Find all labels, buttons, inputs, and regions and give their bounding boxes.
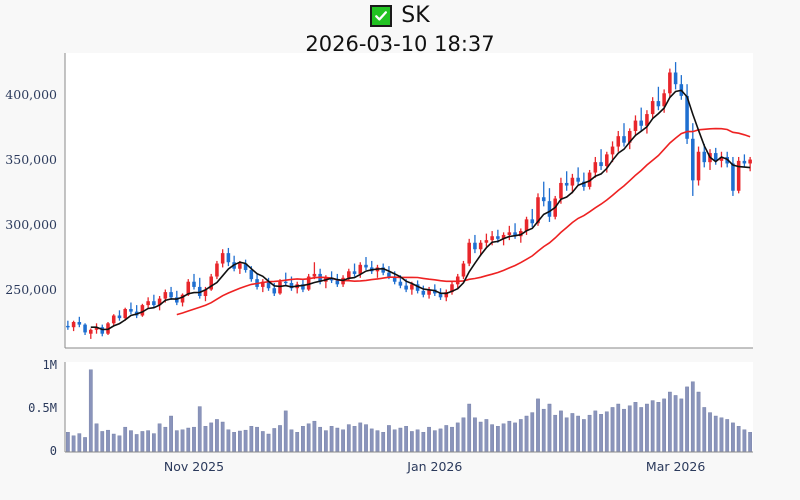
volume-y-tick: 0 <box>49 444 57 458</box>
timestamp-subtitle: 2026-03-10 18:37 <box>305 32 495 56</box>
price-y-tick: 250,000 <box>5 281 57 297</box>
price-y-tick: 400,000 <box>5 86 57 102</box>
chart-title-row: SK <box>0 2 800 30</box>
price-y-tick: 350,000 <box>5 151 57 167</box>
x-axis-tick: Mar 2026 <box>645 459 706 474</box>
x-axis-tick: Nov 2025 <box>163 459 225 474</box>
volume-panel <box>65 362 753 452</box>
x-axis-tick: Jan 2026 <box>407 459 463 474</box>
price-y-tick: 300,000 <box>5 216 57 232</box>
volume-y-tick: 0.5M <box>28 401 57 416</box>
ticker-title: SK <box>401 3 430 28</box>
green-check-icon[interactable] <box>370 5 393 27</box>
volume-y-tick: 1M <box>42 358 57 373</box>
